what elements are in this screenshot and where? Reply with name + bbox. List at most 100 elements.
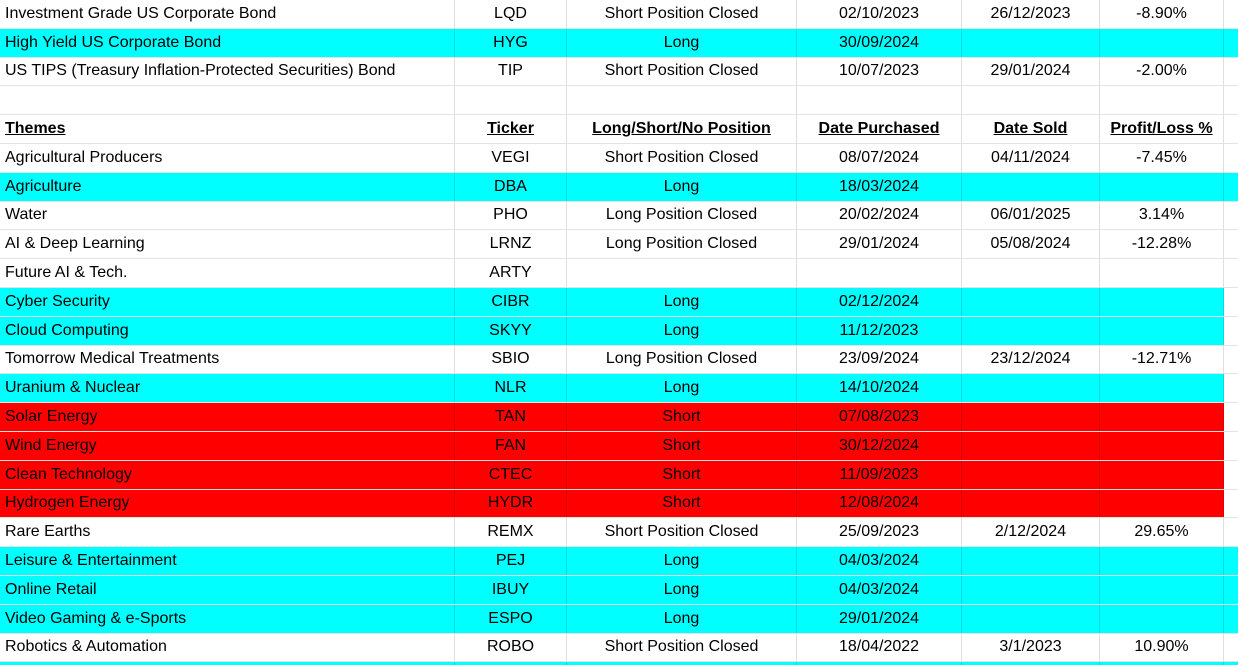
cell-ticker[interactable]: IBUY — [455, 575, 567, 604]
cell-name[interactable]: Hydrogen Energy — [0, 489, 455, 518]
gutter-cell[interactable] — [1224, 202, 1238, 230]
cell-ticker[interactable]: PEJ — [455, 547, 567, 575]
cell-pl[interactable] — [1100, 86, 1224, 115]
cell-ticker[interactable]: ROBO — [455, 633, 567, 662]
cell-name[interactable]: Robotics & Automation — [0, 633, 455, 662]
cell-position[interactable]: Short — [567, 460, 797, 489]
cell-ticker[interactable]: TAN — [455, 403, 567, 431]
cell-position[interactable]: Short — [567, 431, 797, 460]
cell-name[interactable] — [0, 86, 455, 115]
header-cell-position[interactable]: Long/Short/No Position — [567, 115, 797, 143]
cell-sold[interactable] — [962, 374, 1100, 403]
cell-sold[interactable] — [962, 316, 1100, 345]
cell-name[interactable]: Online Retail — [0, 575, 455, 604]
cell-position[interactable]: Long — [567, 316, 797, 345]
cell-position[interactable]: Short Position Closed — [567, 57, 797, 86]
cell-purchased[interactable]: 04/03/2024 — [797, 575, 962, 604]
cell-name[interactable]: Video Gaming & e-Sports — [0, 604, 455, 633]
cell-name[interactable] — [0, 662, 455, 665]
gutter-cell[interactable] — [1224, 518, 1238, 546]
cell-name[interactable]: Clean Technology — [0, 460, 455, 489]
cell-pl[interactable] — [1100, 287, 1224, 316]
cell-ticker[interactable]: PHO — [455, 201, 567, 230]
cell-purchased[interactable]: 29/01/2024 — [797, 604, 962, 633]
cell-purchased[interactable]: 10/07/2023 — [797, 57, 962, 86]
cell-pl[interactable] — [1100, 172, 1224, 201]
cell-sold[interactable]: 29/01/2024 — [962, 57, 1100, 86]
cell-name[interactable]: US TIPS (Treasury Inflation-Protected Se… — [0, 57, 455, 86]
cell-name[interactable]: Solar Energy — [0, 403, 455, 431]
cell-pl[interactable] — [1100, 662, 1224, 665]
cell-pl[interactable]: -7.45% — [1100, 143, 1224, 172]
cell-purchased[interactable]: 18/03/2024 — [797, 172, 962, 201]
gutter-cell[interactable] — [1224, 259, 1238, 287]
cell-purchased[interactable]: 23/09/2024 — [797, 345, 962, 374]
gutter-cell[interactable] — [1224, 28, 1238, 57]
gutter-cell[interactable] — [1224, 634, 1238, 662]
cell-position[interactable]: Short — [567, 403, 797, 431]
cell-pl[interactable]: -8.90% — [1100, 0, 1224, 28]
cell-purchased[interactable]: 30/12/2024 — [797, 431, 962, 460]
cell-sold[interactable] — [962, 259, 1100, 287]
cell-pl[interactable] — [1100, 28, 1224, 57]
cell-purchased[interactable]: 11/12/2023 — [797, 316, 962, 345]
gutter-cell[interactable] — [1224, 431, 1238, 460]
cell-ticker[interactable]: DBA — [455, 172, 567, 201]
cell-purchased[interactable]: 07/08/2023 — [797, 403, 962, 431]
cell-ticker[interactable]: NLR — [455, 374, 567, 403]
gutter-cell[interactable] — [1224, 403, 1238, 431]
cell-ticker[interactable]: FAN — [455, 431, 567, 460]
cell-pl[interactable]: -2.00% — [1100, 57, 1224, 86]
cell-pl[interactable] — [1100, 316, 1224, 345]
cell-ticker[interactable]: TIP — [455, 57, 567, 86]
cell-name[interactable]: Tomorrow Medical Treatments — [0, 345, 455, 374]
cell-position[interactable]: Long — [567, 547, 797, 575]
cell-pl[interactable] — [1100, 489, 1224, 518]
cell-pl[interactable] — [1100, 374, 1224, 403]
cell-name[interactable]: Wind Energy — [0, 431, 455, 460]
cell-position[interactable] — [567, 662, 797, 665]
cell-pl[interactable]: 10.90% — [1100, 633, 1224, 662]
cell-purchased[interactable]: 02/10/2023 — [797, 0, 962, 28]
cell-purchased[interactable] — [797, 259, 962, 287]
cell-position[interactable] — [567, 259, 797, 287]
cell-pl[interactable] — [1100, 431, 1224, 460]
cell-position[interactable]: Short Position Closed — [567, 143, 797, 172]
cell-ticker[interactable] — [455, 86, 567, 115]
cell-name[interactable]: High Yield US Corporate Bond — [0, 28, 455, 57]
gutter-cell[interactable] — [1224, 547, 1238, 575]
cell-pl[interactable] — [1100, 604, 1224, 633]
cell-purchased[interactable] — [797, 86, 962, 115]
gutter-cell[interactable] — [1224, 604, 1238, 633]
cell-purchased[interactable]: 02/12/2024 — [797, 287, 962, 316]
gutter-cell[interactable] — [1224, 374, 1238, 403]
cell-ticker[interactable]: HYG — [455, 28, 567, 57]
cell-sold[interactable] — [962, 604, 1100, 633]
cell-position[interactable]: Short — [567, 489, 797, 518]
cell-sold[interactable] — [962, 547, 1100, 575]
gutter-cell[interactable] — [1224, 144, 1238, 172]
gutter-cell[interactable] — [1224, 58, 1238, 86]
cell-sold[interactable]: 06/01/2025 — [962, 201, 1100, 230]
cell-name[interactable]: Water — [0, 201, 455, 230]
cell-name[interactable]: Cyber Security — [0, 287, 455, 316]
cell-ticker[interactable]: ESPO — [455, 604, 567, 633]
gutter-cell[interactable] — [1224, 575, 1238, 604]
cell-ticker[interactable] — [455, 662, 567, 665]
cell-sold[interactable] — [962, 460, 1100, 489]
cell-pl[interactable] — [1100, 403, 1224, 431]
gutter-cell[interactable] — [1224, 346, 1238, 374]
gutter-cell[interactable] — [1224, 287, 1238, 316]
cell-ticker[interactable]: HYDR — [455, 489, 567, 518]
cell-ticker[interactable]: LRNZ — [455, 230, 567, 259]
cell-purchased[interactable]: 12/08/2024 — [797, 489, 962, 518]
header-cell-pl[interactable]: Profit/Loss % — [1100, 115, 1224, 143]
cell-sold[interactable]: 05/08/2024 — [962, 230, 1100, 259]
cell-name[interactable]: Leisure & Entertainment — [0, 547, 455, 575]
cell-ticker[interactable]: SKYY — [455, 316, 567, 345]
cell-position[interactable]: Short Position Closed — [567, 633, 797, 662]
cell-sold[interactable] — [962, 287, 1100, 316]
cell-sold[interactable] — [962, 489, 1100, 518]
cell-position[interactable]: Long Position Closed — [567, 230, 797, 259]
cell-name[interactable]: Cloud Computing — [0, 316, 455, 345]
